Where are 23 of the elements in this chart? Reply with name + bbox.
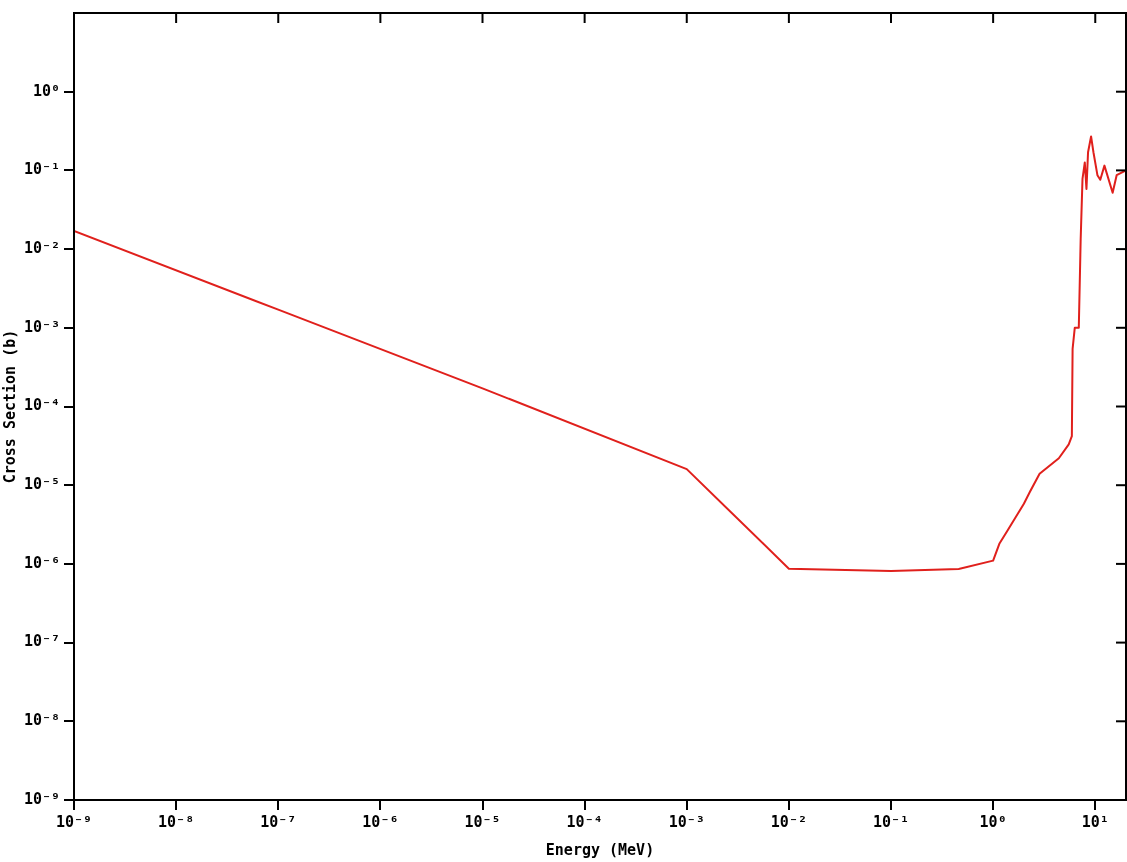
y-tick-label: 10⁻¹	[23, 160, 60, 179]
y-tick-label: 10⁻³	[23, 317, 60, 336]
x-tick-label: 10⁻⁸	[158, 812, 195, 831]
y-tick-label: 10⁻⁶	[23, 553, 60, 572]
x-axis-title: Energy (MeV)	[545, 840, 655, 859]
x-tick-label: 10¹	[1081, 812, 1109, 831]
y-tick-label: 10⁰	[32, 81, 60, 100]
y-tick-label: 10⁻⁷	[23, 632, 60, 651]
x-tick-label: 10⁻⁵	[464, 812, 501, 831]
x-tick-label: 10⁻⁶	[362, 812, 399, 831]
x-tick-label: 10⁰	[979, 812, 1007, 831]
y-axis-title: Cross Section (b)	[0, 329, 19, 484]
x-tick-label: 10⁻²	[770, 812, 807, 831]
y-tick-label: 10⁻⁴	[23, 396, 60, 415]
y-tick-label: 10⁻⁵	[23, 475, 60, 494]
y-tick-label: 10⁻²	[23, 238, 60, 257]
x-tick-label: 10⁻¹	[872, 812, 910, 831]
y-tick-label: 10⁻⁹	[23, 789, 60, 808]
x-tick-label: 10⁻⁷	[260, 812, 297, 831]
x-tick-label: 10⁻⁹	[55, 812, 93, 831]
x-tick-label: 10⁻⁴	[566, 812, 603, 831]
y-tick-label: 10⁻⁸	[23, 711, 60, 730]
x-tick-label: 10⁻³	[668, 812, 705, 831]
